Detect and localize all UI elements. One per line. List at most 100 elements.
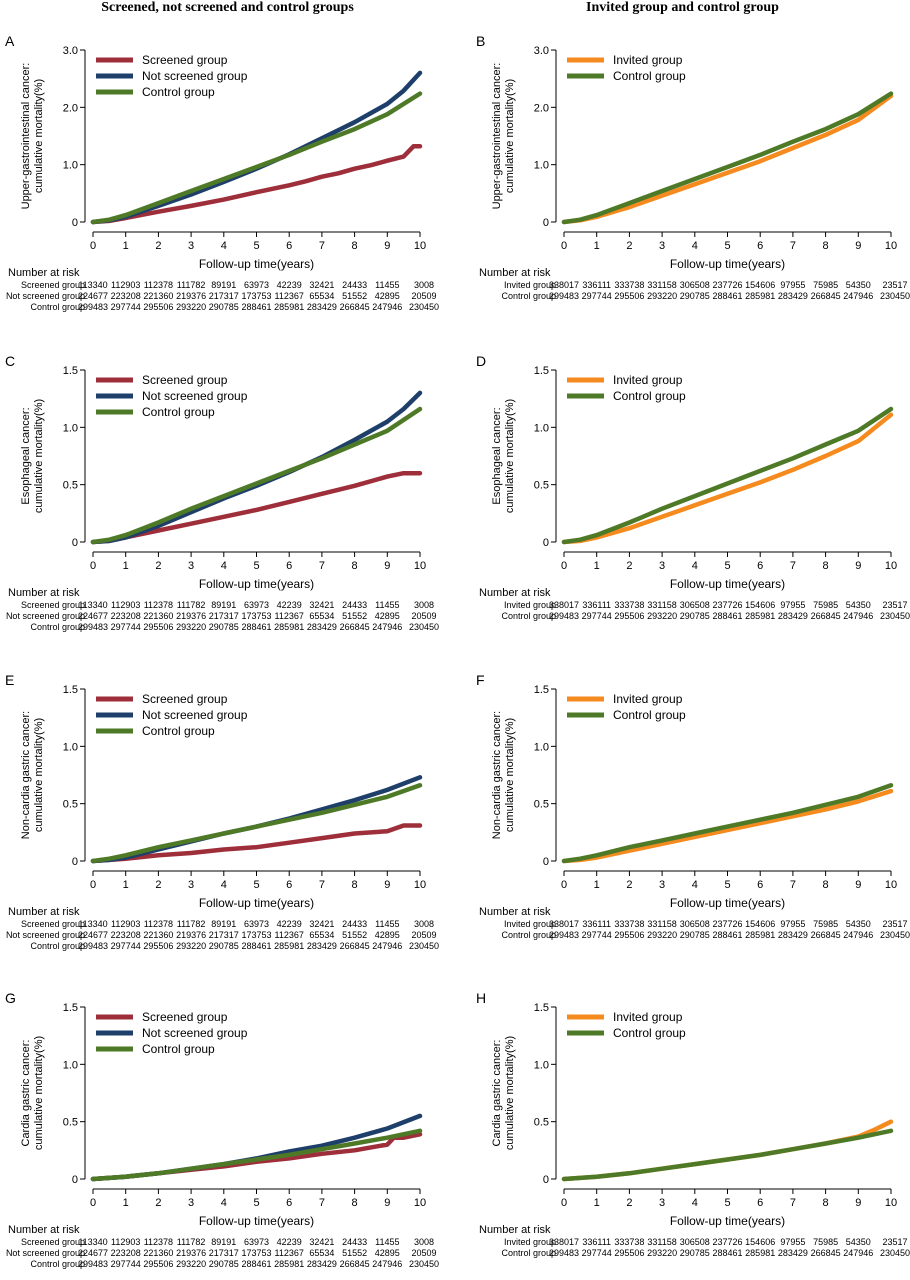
x-tick-label: 1 [594,560,600,572]
risk-table-cell: 306508 [680,280,710,290]
risk-table-cell: 299483 [549,291,579,301]
x-tick-label: 1 [123,240,129,252]
risk-table-cell: 75985 [813,919,838,929]
x-tick-label: 9 [855,240,861,252]
y-tick-label: 1.0 [534,422,549,434]
x-tick-label: 8 [352,1197,358,1209]
risk-table-cell: 75985 [813,600,838,610]
risk-table-cell: 331158 [647,1237,676,1247]
risk-table-cell: 154606 [745,1237,775,1247]
risk-table-cell: 285981 [745,611,775,621]
risk-table-cell: 288461 [241,302,271,312]
risk-table-cell: 285981 [274,302,304,312]
column-header-left: Screened, not screened and control group… [101,0,354,15]
risk-table-row-label: Control group [501,930,556,940]
risk-table-cell: 230450 [880,930,910,940]
risk-table-cell: 221360 [143,611,173,621]
risk-table-row-label: Control group [30,302,85,312]
risk-table-cell: 290785 [209,622,239,632]
risk-table-cell: 247946 [372,941,402,951]
risk-table-title: Number at risk [8,906,80,918]
y-tick-label: 0 [543,537,549,549]
risk-table-title: Number at risk [8,587,80,599]
risk-table-cell: 51552 [342,1248,367,1258]
risk-table-title: Number at risk [479,906,551,918]
panel-F: F 0 0.5 1.0 1.5 0 1 2 3 4 5 6 7 8 9 10 Non-cardia gastri… [476,672,910,940]
risk-table-row-label: Control group [30,1259,85,1269]
risk-table-cell: 224677 [78,930,108,940]
panel-C: C 0 0.5 1.0 1.5 0 1 2 3 4 5 6 7 8 9 10 Esophageal cancer… [5,353,439,632]
risk-table-cell: 42239 [277,919,302,929]
x-tick-label: 5 [724,240,730,252]
risk-table-cell: 230450 [409,941,439,951]
risk-table-row-label: Screened group [21,919,85,929]
risk-table-cell: 97955 [780,919,805,929]
risk-table-cell: 51552 [342,930,367,940]
risk-table-cell: 32421 [309,600,334,610]
risk-table-row-label: Screened group [21,600,85,610]
risk-table-cell: 283429 [307,302,337,312]
x-tick-label: 0 [90,240,96,252]
risk-table-cell: 24433 [342,600,367,610]
risk-table-cell: 89191 [211,280,236,290]
risk-table-cell: 63973 [244,1237,269,1247]
risk-table-cell: 230450 [880,611,910,621]
panel-G: G 0 0.5 1.0 1.5 0 1 2 3 4 5 6 7 8 9 10 Cardia gastric ca… [5,990,439,1269]
risk-table-cell: 24433 [342,1237,367,1247]
column-header-right: Invited group and control group [586,0,779,15]
y-tick-label: 3.0 [534,45,549,57]
risk-table-cell: 113340 [78,600,107,610]
risk-table-cell: 65534 [309,930,334,940]
x-tick-label: 1 [594,879,600,891]
x-tick-label: 4 [221,879,227,891]
risk-table-cell: 97955 [780,1237,805,1247]
y-axis-label: cumulative mortality(%) [504,718,516,832]
x-tick-label: 4 [692,1197,698,1209]
x-tick-label: 2 [155,1197,161,1209]
risk-table-cell: 293220 [176,622,206,632]
risk-table-cell: 111782 [177,600,206,610]
y-tick-label: 1.0 [534,1059,549,1071]
risk-table-cell: 288461 [712,611,742,621]
y-axis-label: Cardia gastric cancer: [20,1040,32,1147]
x-tick-label: 8 [352,560,358,572]
risk-table-cell: 3008 [414,280,434,290]
y-tick-label: 1.0 [63,422,78,434]
risk-table-cell: 42239 [277,600,302,610]
panel-letter: B [476,33,485,49]
risk-table-cell: 285981 [274,622,304,632]
x-tick-label: 10 [414,560,426,572]
x-axis-label: Follow-up time(years) [199,577,314,591]
risk-table-cell: 331158 [647,600,676,610]
x-axis-label: Follow-up time(years) [670,577,785,591]
risk-table-cell: 293220 [647,930,677,940]
x-tick-label: 2 [155,560,161,572]
risk-table-row-label: Control group [501,1248,556,1258]
risk-table-cell: 223208 [111,291,141,301]
legend-label: Control group [613,708,686,722]
x-axis-label: Follow-up time(years) [199,1214,314,1228]
risk-table-cell: 306508 [680,919,710,929]
risk-table-cell: 23517 [882,919,907,929]
y-axis-label: cumulative mortality(%) [33,79,45,193]
risk-table-cell: 111782 [177,919,206,929]
y-tick-label: 3.0 [63,45,78,57]
risk-table-cell: 285981 [745,930,775,940]
risk-table-cell: 219376 [176,611,206,621]
risk-table-cell: 113340 [78,280,107,290]
series-line-invited-group [561,93,894,225]
risk-table-cell: 23517 [882,1237,907,1247]
risk-table-cell: 247946 [843,930,873,940]
risk-table-cell: 112903 [111,280,140,290]
risk-table-cell: 299483 [78,302,108,312]
legend-label: Screened group [142,53,228,67]
x-tick-label: 4 [221,560,227,572]
x-tick-label: 8 [823,1197,829,1209]
y-tick-label: 1.0 [534,741,549,753]
y-tick-label: 1.0 [63,1059,78,1071]
risk-table-cell: 230450 [880,291,910,301]
risk-table-cell: 173753 [241,611,271,621]
risk-table-cell: 54350 [846,1237,871,1247]
risk-table-cell: 297744 [582,1248,612,1258]
y-tick-label: 1.5 [63,1002,78,1014]
